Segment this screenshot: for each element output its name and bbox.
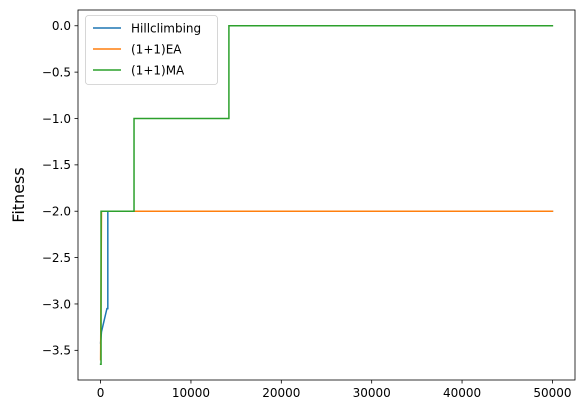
legend-label-1: (1+1)EA: [131, 42, 182, 56]
y-tick-label: −2.5: [42, 251, 71, 265]
plot-frame: [77, 9, 576, 381]
series-line-2: [99, 25, 554, 365]
legend: Hillclimbing (1+1)EA (1+1)MA: [85, 15, 218, 85]
y-tick-label: −1.0: [42, 112, 71, 126]
y-tick-label: −0.5: [42, 65, 71, 79]
x-tick-label: 20000: [262, 386, 300, 400]
legend-label-0: Hillclimbing: [131, 21, 201, 35]
y-tick-label: −3.5: [42, 344, 71, 358]
x-tick-label: 30000: [353, 386, 391, 400]
y-tick-label: −2.0: [42, 205, 71, 219]
x-tick-label: 10000: [172, 386, 210, 400]
x-tick-label: 50000: [533, 386, 571, 400]
y-axis-title: Fitness: [9, 167, 28, 222]
axes-layer: 0 10000 20000 30000 40000 50000 0.0 −0.5 −1.0 −1.…: [42, 9, 576, 400]
x-tick-label: 0: [97, 386, 105, 400]
legend-box: [85, 15, 218, 85]
series-layer: [99, 25, 554, 365]
y-tick-label: −1.5: [42, 158, 71, 172]
x-tick-label: 40000: [443, 386, 481, 400]
y-tick-label: −3.0: [42, 297, 71, 311]
y-tick-label: 0.0: [52, 19, 71, 33]
legend-label-2: (1+1)MA: [131, 63, 185, 77]
